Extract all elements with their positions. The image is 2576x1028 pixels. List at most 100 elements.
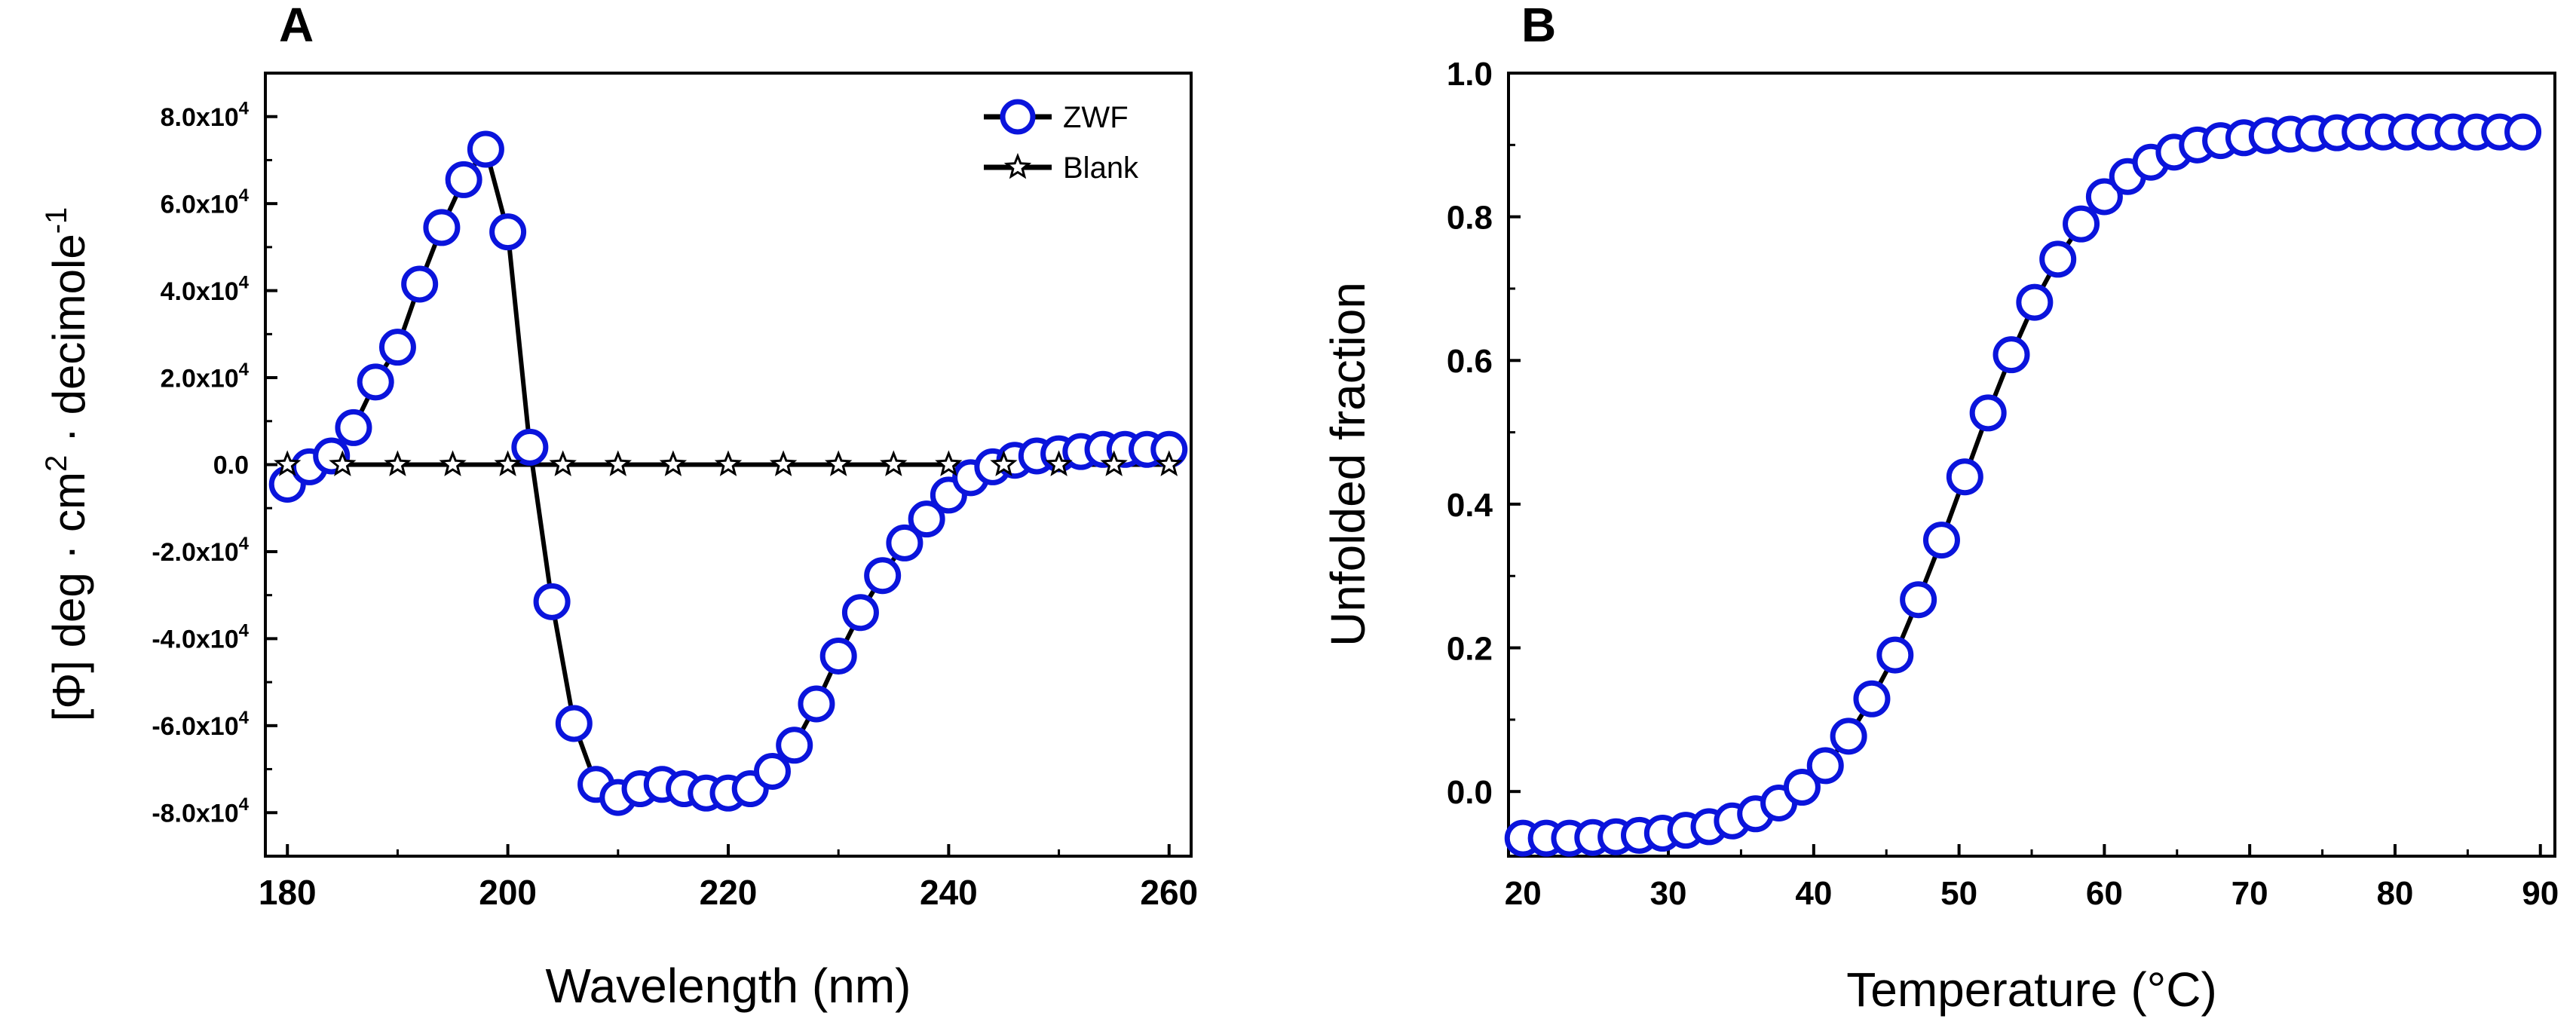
data-point [401, 265, 439, 303]
x-tick-label: 240 [920, 873, 978, 912]
data-point [2016, 283, 2054, 321]
data-point [335, 408, 372, 446]
legend-zwf-label: ZWF [1063, 101, 1129, 134]
data-point [1155, 450, 1183, 476]
data-point [357, 363, 394, 401]
data-point [533, 583, 571, 620]
x-tick-label: 220 [700, 873, 758, 912]
series-line-data [1523, 130, 2523, 841]
panel-b-x-ticks: 20 30 40 50 60 70 80 90 [1505, 844, 2559, 912]
y-tick-label: 0.8 [1447, 199, 1493, 236]
panel-a-x-ticks: 180 200 220 240 260 [259, 844, 1198, 912]
data-point [908, 500, 945, 538]
data-point [1922, 522, 1960, 559]
y-tick-label: -4.0x104 [152, 620, 249, 653]
legend-zwf-marker [1000, 99, 1036, 135]
x-tick-label: 50 [1940, 875, 1977, 912]
x-tick-label: 40 [1795, 875, 1832, 912]
data-point [841, 594, 879, 632]
data-point [886, 524, 924, 561]
data-point [1045, 450, 1073, 476]
data-point [555, 705, 593, 742]
y-tick-label: -8.0x104 [152, 794, 249, 828]
legend-blank-marker [1003, 152, 1032, 179]
data-point [776, 727, 813, 764]
panel-a-y-axis-title: [Φ] deg · cm2 · decimole-1 [40, 207, 94, 722]
data-point [1783, 768, 1821, 806]
panel-b-y-axis-title: Unfolded fraction [1321, 282, 1375, 647]
panel-b-series [1504, 113, 2542, 857]
y-tick-label: 0.4 [1447, 487, 1493, 524]
data-point [819, 637, 857, 675]
x-tick-label: 260 [1140, 873, 1198, 912]
data-point [511, 428, 549, 466]
panel-b-y-ticks: 0.0 0.2 0.4 0.6 0.8 1.0 [1447, 56, 1521, 811]
data-point [1830, 717, 1867, 755]
data-point [1853, 680, 1891, 717]
panel-a-legend: ZWF Blank [984, 99, 1139, 185]
panel-b-x-axis-title: Temperature (°C) [1846, 962, 2217, 1017]
data-point [2063, 205, 2100, 243]
data-point [935, 450, 963, 476]
data-point [864, 557, 902, 595]
data-point [274, 450, 302, 476]
data-point [329, 450, 357, 476]
y-tick-label: 8.0x104 [161, 99, 250, 132]
panel-b: B 0.0 0.2 0.4 0.6 0.8 1.0 20 30 40 50 60 70 80 90 Te… [1321, 0, 2559, 1017]
data-point [1969, 394, 2007, 432]
data-point [753, 752, 791, 790]
data-point [423, 209, 461, 246]
data-point [467, 130, 504, 168]
data-point [1992, 336, 2030, 374]
data-point [714, 450, 743, 476]
panel-b-letter: B [1521, 0, 1556, 52]
data-point [880, 450, 908, 476]
data-point [604, 450, 633, 476]
panel-a: A -8.0x104 -6.0x104 -4.0x104 -2.0x104 0.0 2.0… [40, 0, 1198, 1013]
data-point [445, 161, 482, 198]
panel-b-plot-frame [1507, 72, 2556, 858]
y-tick-label: 0.0 [213, 451, 249, 480]
data-point [489, 213, 527, 251]
panel-a-series [268, 130, 1188, 816]
data-point [1100, 450, 1128, 476]
data-point [769, 450, 798, 476]
x-tick-label: 90 [2522, 875, 2559, 912]
x-tick-label: 30 [1650, 875, 1687, 912]
y-tick-label: 4.0x104 [161, 273, 250, 306]
y-tick-label: 6.0x104 [161, 185, 250, 219]
data-point [384, 450, 412, 476]
y-tick-label: -2.0x104 [152, 534, 249, 567]
data-point [1876, 636, 1914, 674]
y-tick-label: 1.0 [1447, 56, 1493, 93]
x-tick-label: 180 [259, 873, 317, 912]
panel-a-letter: A [279, 0, 314, 52]
x-tick-label: 80 [2376, 875, 2413, 912]
data-point [798, 685, 835, 723]
y-tick-label: 2.0x104 [161, 359, 250, 393]
x-tick-label: 200 [479, 873, 537, 912]
y-tick-label: 0.6 [1447, 343, 1493, 380]
panel-a-x-axis-title: Wavelength (nm) [546, 959, 911, 1013]
y-tick-label: 0.0 [1447, 774, 1493, 811]
data-point [824, 450, 853, 476]
data-point [2039, 240, 2077, 278]
data-point [2085, 178, 2123, 216]
x-tick-label: 70 [2231, 875, 2268, 912]
data-point [439, 450, 467, 476]
data-point [378, 329, 416, 366]
data-point [1806, 747, 1844, 785]
y-tick-label: -6.0x104 [152, 708, 249, 741]
data-point [1900, 581, 1937, 619]
x-tick-label: 60 [2086, 875, 2123, 912]
x-tick-label: 20 [1505, 875, 1542, 912]
data-point [494, 450, 522, 476]
data-point [1946, 458, 1983, 496]
data-point [549, 450, 577, 476]
data-point [2504, 113, 2542, 151]
panel-a-y-ticks: -8.0x104 -6.0x104 -4.0x104 -2.0x104 0.0 2.0x1… [152, 99, 277, 828]
y-tick-label: 0.2 [1447, 630, 1493, 667]
legend-blank-label: Blank [1063, 151, 1139, 185]
data-point [659, 450, 688, 476]
